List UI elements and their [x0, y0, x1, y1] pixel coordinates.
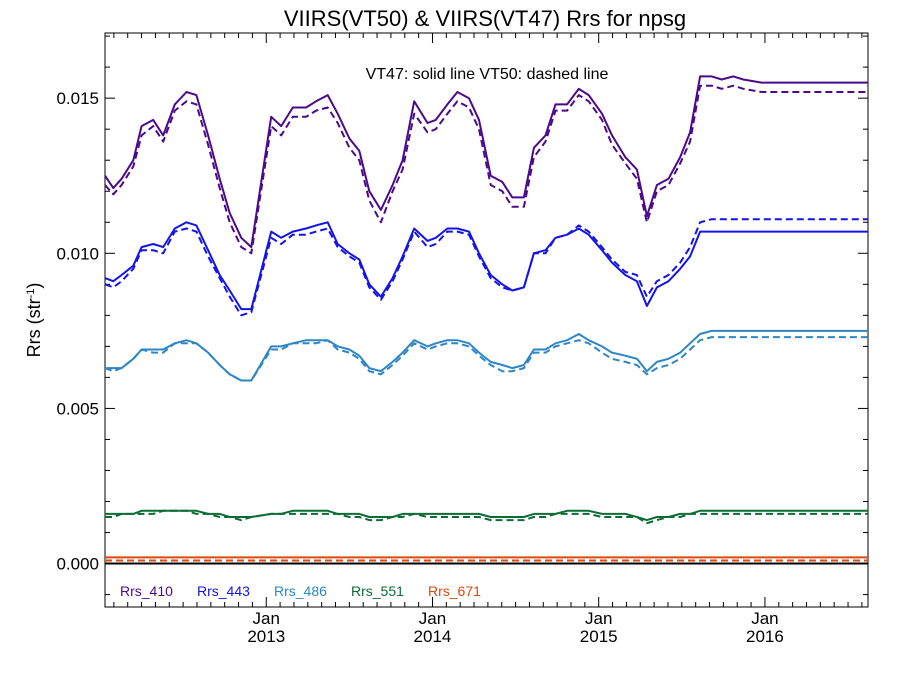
series-line-rrs-443-dashed	[104, 218, 868, 317]
y-tick-label: 0.005	[56, 399, 99, 418]
x-tick-label-year: 2013	[247, 627, 285, 646]
legend-item-rrs-486: Rrs_486	[274, 583, 327, 599]
x-tick-label-month: Jan	[585, 609, 612, 628]
series-line-rrs-443-solid	[104, 221, 868, 311]
x-tick-label-month: Jan	[751, 609, 778, 628]
x-tick-label-year: 2016	[746, 627, 784, 646]
series-line-rrs-486-solid	[105, 329, 868, 382]
series-line-rrs-410-dashed	[104, 84, 868, 255]
x-tick-label-year: 2014	[414, 627, 452, 646]
y-tick-label: 0.015	[56, 89, 99, 108]
legend-item-rrs-671: Rrs_671	[428, 583, 481, 599]
series-line-rrs-551-solid	[105, 509, 868, 522]
legend-item-rrs-551: Rrs_551	[351, 583, 404, 599]
chart-title: VIIRS(VT50) & VIIRS(VT47) Rrs for npsg	[284, 6, 686, 31]
y-axis-label: Rrs (str-1)	[24, 283, 44, 358]
series-line-rrs-551-dashed	[105, 509, 868, 525]
plot-frame	[104, 32, 869, 608]
legend-item-rrs-410: Rrs_410	[120, 583, 173, 599]
y-tick-label: 0.000	[56, 555, 99, 574]
y-axis-label-close: )	[24, 283, 44, 289]
x-tick-label-year: 2015	[580, 627, 618, 646]
plot-area: 0.0000.0050.0100.015Jan2013Jan2014Jan201…	[56, 32, 869, 646]
y-axis-label-main: Rrs (str	[24, 298, 44, 357]
chart-subtitle: VT47: solid line VT50: dashed line	[366, 66, 609, 83]
x-tick-label-month: Jan	[253, 609, 280, 628]
legend-item-rrs-443: Rrs_443	[197, 583, 250, 599]
y-axis-label-superscript: -1	[25, 289, 37, 299]
y-tick-label: 0.010	[56, 244, 99, 263]
series-line-rrs-410-solid	[104, 75, 868, 249]
x-tick-label-month: Jan	[419, 609, 446, 628]
series-line-rrs-486-dashed	[104, 336, 868, 382]
